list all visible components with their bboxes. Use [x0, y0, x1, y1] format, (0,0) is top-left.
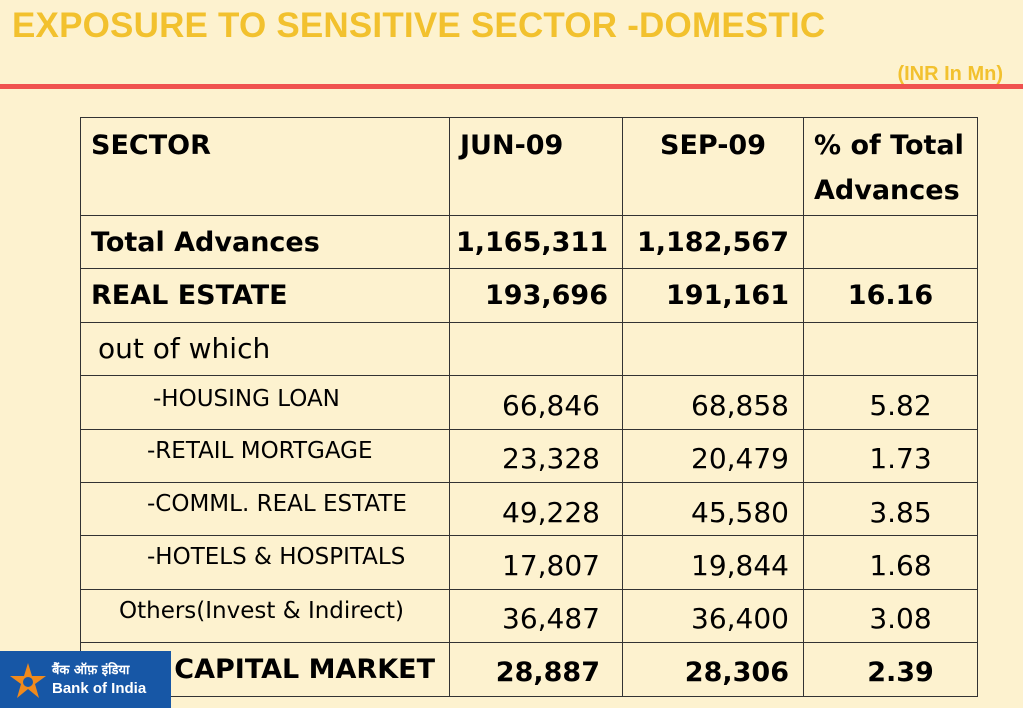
table-row: Total Advances 1,165,311 1,182,567 [80, 214, 978, 270]
table-header-row: SECTOR JUN-09 SEP-09 % of Total Advances [80, 117, 978, 216]
header-jun09: JUN-09 [449, 117, 623, 216]
row-jun: 17,807 [449, 535, 623, 590]
row-sep: 1,182,567 [622, 214, 804, 270]
table-row: -HOUSING LOAN 66,846 68,858 5.82 [80, 375, 978, 430]
table-row: Others(Invest & Indirect) 36,487 36,400 … [80, 588, 978, 644]
row-pct: 1.73 [803, 428, 978, 483]
row-pct [803, 214, 978, 270]
logo-english-text: Bank of India [52, 680, 147, 697]
row-sep [622, 321, 804, 377]
row-sep: 36,400 [622, 588, 804, 644]
page-title: EXPOSURE TO SENSITIVE SECTOR -DOMESTIC [12, 6, 826, 45]
star-logo-icon [10, 663, 46, 698]
logo-hindi-text: बैंक ऑफ़ इंडिया [52, 663, 130, 678]
row-pct: 3.85 [803, 481, 978, 537]
row-sep: 45,580 [622, 481, 804, 537]
row-pct: 2.39 [803, 642, 978, 697]
unit-label: (INR In Mn) [897, 63, 1003, 85]
row-jun: 193,696 [449, 268, 623, 323]
row-sector: Others(Invest & Indirect) [80, 588, 450, 644]
row-sector: -RETAIL MORTGAGE [80, 428, 450, 483]
table-row: REAL ESTATE 193,696 191,161 16.16 [80, 268, 978, 323]
table-row: -RETAIL MORTGAGE 23,328 20,479 1.73 [80, 428, 978, 483]
header-sector: SECTOR [80, 117, 450, 216]
row-sector: out of which [80, 321, 450, 377]
row-jun: 49,228 [449, 481, 623, 537]
row-pct: 16.16 [803, 268, 978, 323]
header-divider [0, 84, 1023, 89]
header-pct-line2: Advances [814, 175, 960, 206]
table-row: CAPITAL MARKET 28,887 28,306 2.39 [80, 642, 978, 697]
row-sector: -HOUSING LOAN [80, 375, 450, 430]
row-sep: 20,479 [622, 428, 804, 483]
row-sector: REAL ESTATE [80, 268, 450, 323]
row-pct: 3.08 [803, 588, 978, 644]
row-sep: 191,161 [622, 268, 804, 323]
header-pct-line1: % of Total [814, 130, 964, 161]
row-jun [449, 321, 623, 377]
header-sep09: SEP-09 [622, 117, 804, 216]
row-sep: 68,858 [622, 375, 804, 430]
row-pct: 1.68 [803, 535, 978, 590]
header-pct-total: % of Total Advances [803, 117, 978, 216]
exposure-table: SECTOR JUN-09 SEP-09 % of Total Advances … [80, 117, 978, 697]
table-row: -COMML. REAL ESTATE 49,228 45,580 3.85 [80, 481, 978, 537]
row-jun: 23,328 [449, 428, 623, 483]
row-sep: 28,306 [622, 642, 804, 697]
row-pct [803, 321, 978, 377]
table-row: -HOTELS & HOSPITALS 17,807 19,844 1.68 [80, 535, 978, 590]
row-sector: Total Advances [80, 214, 450, 270]
bank-of-india-logo: बैंक ऑफ़ इंडिया Bank of India [0, 651, 171, 708]
row-jun: 36,487 [449, 588, 623, 644]
row-sector: -COMML. REAL ESTATE [80, 481, 450, 537]
row-sector: -HOTELS & HOSPITALS [80, 535, 450, 590]
table-row: out of which [80, 321, 978, 377]
row-jun: 28,887 [449, 642, 623, 697]
row-jun: 66,846 [449, 375, 623, 430]
row-sep: 19,844 [622, 535, 804, 590]
row-jun: 1,165,311 [449, 214, 623, 270]
row-pct: 5.82 [803, 375, 978, 430]
